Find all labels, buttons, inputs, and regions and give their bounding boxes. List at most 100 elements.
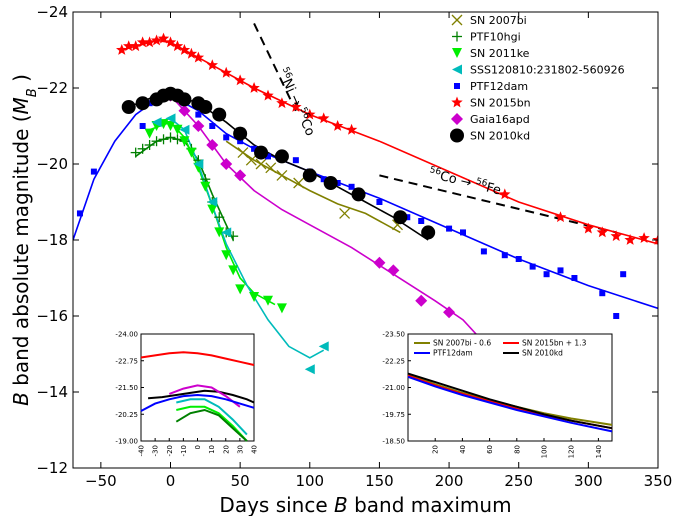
point-sn-2010kd-0: [121, 100, 136, 114]
point-sn-2015bn-17: [276, 97, 288, 109]
point-sn-2015bn-13: [220, 66, 232, 78]
x-tick-label: 350: [644, 472, 673, 490]
point-sn-2015bn-25: [582, 222, 595, 234]
inset-x-tick-label: -40: [138, 445, 146, 456]
x-tick-label: −50: [85, 472, 117, 490]
point-ptf12dam-20: [348, 183, 355, 190]
inset-line-ptf12dam: [407, 375, 613, 433]
point-sn-2010kd-8: [198, 100, 213, 114]
inset-y-tick-label: -21.50: [115, 384, 138, 392]
legend-label-sn-2011ke: SN 2011ke: [470, 47, 530, 60]
point-sn-2007bi-1: [245, 154, 257, 166]
annotation-ni-co-part-2: →: [284, 89, 306, 113]
point-sn-2007bi-4-stroke-b: [276, 169, 288, 181]
inset-x-tick-label: 140: [595, 445, 603, 458]
point-sn-2015bn-18: [290, 101, 302, 112]
point-sn-2015bn-26: [596, 226, 608, 238]
inset-x-tick-label: -10: [180, 445, 188, 456]
annotation-ni-co-part-0: 56: [280, 66, 294, 81]
point-sn-2007bi-5: [293, 177, 305, 189]
legend-marker-ptf12dam: [454, 83, 460, 89]
legend-marker-sn-2011ke: [452, 48, 462, 58]
point-gaia16apd-3: [192, 120, 205, 132]
point-ptf12dam-34: [613, 313, 620, 319]
y-tick-label: −20: [36, 155, 68, 173]
y-tick-label: −18: [36, 231, 68, 249]
point-ptf12dam-16: [292, 157, 299, 164]
point-sn-2015bn-16: [262, 89, 274, 101]
point-sn-2010kd-10: [233, 126, 248, 141]
point-sn-2010kd-12: [274, 149, 289, 164]
point-sn-2011ke-14: [249, 292, 260, 302]
point-sn-2015bn-27: [610, 230, 622, 242]
x-tick-label: 150: [365, 472, 394, 490]
legend-label-sn-2010kd: SN 2010kd: [470, 130, 530, 143]
point-ptf12dam-23: [418, 218, 425, 224]
y-axis-label-part-4: ): [9, 74, 33, 88]
inset-x-tick-label: 20: [432, 445, 440, 454]
annotation-co-fe-part-3: 56: [475, 177, 489, 190]
point-ptf12dam-0: [76, 210, 83, 217]
point-ptf12dam-26: [480, 248, 487, 255]
inset-x-tick-label: 80: [513, 445, 521, 454]
point-sn-2007bi-6: [339, 207, 351, 219]
point-sn-2011ke-12: [228, 265, 239, 276]
series-sn-2007bi: [237, 147, 403, 231]
point-sn-2011ke-9: [207, 204, 218, 215]
inset-line-3: [140, 393, 255, 412]
point-ptf10hgi-6: [172, 134, 183, 145]
point-ptf12dam-9: [195, 111, 202, 118]
inset-x-tick-label: -20: [166, 445, 174, 456]
annotation-ni-co-part-1: Ni: [279, 77, 298, 95]
point-sn-2015bn-7: [164, 36, 177, 48]
inset-x-tick-label: 30: [236, 445, 244, 454]
point-gaia16apd-7: [373, 256, 386, 269]
reference-line-56co-56fe: [379, 174, 617, 234]
point-ptf12dam-13: [251, 145, 258, 152]
point-ptf12dam-28: [515, 256, 522, 262]
point-sn-2015bn-19: [304, 108, 316, 120]
inset-y-tick-label: -19.00: [115, 438, 138, 446]
point-ptf12dam-10: [209, 123, 216, 129]
legend-label-sn-2015bn: SN 2015bn: [470, 97, 531, 110]
point-gaia16apd-8: [387, 264, 400, 277]
point-gaia16apd-10: [443, 306, 456, 319]
point-sn-2015bn-21: [331, 120, 344, 131]
point-ptf10hgi-3: [151, 136, 162, 147]
x-tick-label: 50: [231, 472, 250, 490]
point-ptf12dam-21: [376, 199, 383, 205]
inset-line-1: [148, 389, 255, 404]
point-sn-2015bn-28: [624, 234, 636, 245]
point-ptf10hgi-0: [130, 147, 141, 158]
point-sn-2015bn-20: [318, 112, 330, 124]
point-ptf12dam-18: [320, 176, 327, 183]
inset-line-2: [168, 384, 241, 408]
point-sn-2015bn-4: [143, 36, 156, 48]
legend-label-ptf10hgi: PTF10hgi: [470, 31, 521, 44]
point-sn-2011ke-3: [165, 121, 176, 131]
point-sn-2015bn-3: [136, 36, 149, 48]
legend-marker-sn-2015bn: [451, 96, 463, 108]
annotation-ni-co-part-4: Co: [297, 117, 318, 139]
point-sn-2015bn-11: [192, 51, 205, 63]
inset-right-plot: -23.50 -22.25 -21.00 -19.75 -18.50 20 40 60 80 10…: [382, 331, 613, 458]
point-sn-2015bn-22: [345, 123, 358, 135]
fit-line-sn-2007bi: [225, 140, 401, 234]
point-sss120810-231802-560926-2: [179, 124, 190, 135]
point-sn-2015bn-1: [123, 40, 135, 52]
legend-marker-gaia16apd: [451, 113, 463, 125]
inset-x-tick-label: 100: [541, 445, 549, 458]
point-sn-2010kd-1: [135, 96, 150, 111]
point-ptf12dam-14: [265, 153, 271, 160]
point-ptf12dam-25: [460, 229, 466, 236]
point-sn-2007bi-2: [255, 158, 267, 170]
annotation-co-fe-part-1: Co: [438, 169, 458, 188]
inset-x-tick-label: 120: [568, 445, 576, 458]
x-tick-label: 200: [435, 472, 464, 490]
annotation-ni-co-part-3: 56: [298, 106, 312, 121]
x-axis-label: Days since B band maximum: [219, 493, 511, 516]
y-axis-label-part-3: B: [25, 88, 40, 97]
series-sn-2011ke: [144, 119, 287, 314]
point-sn-2011ke-8: [200, 181, 211, 192]
